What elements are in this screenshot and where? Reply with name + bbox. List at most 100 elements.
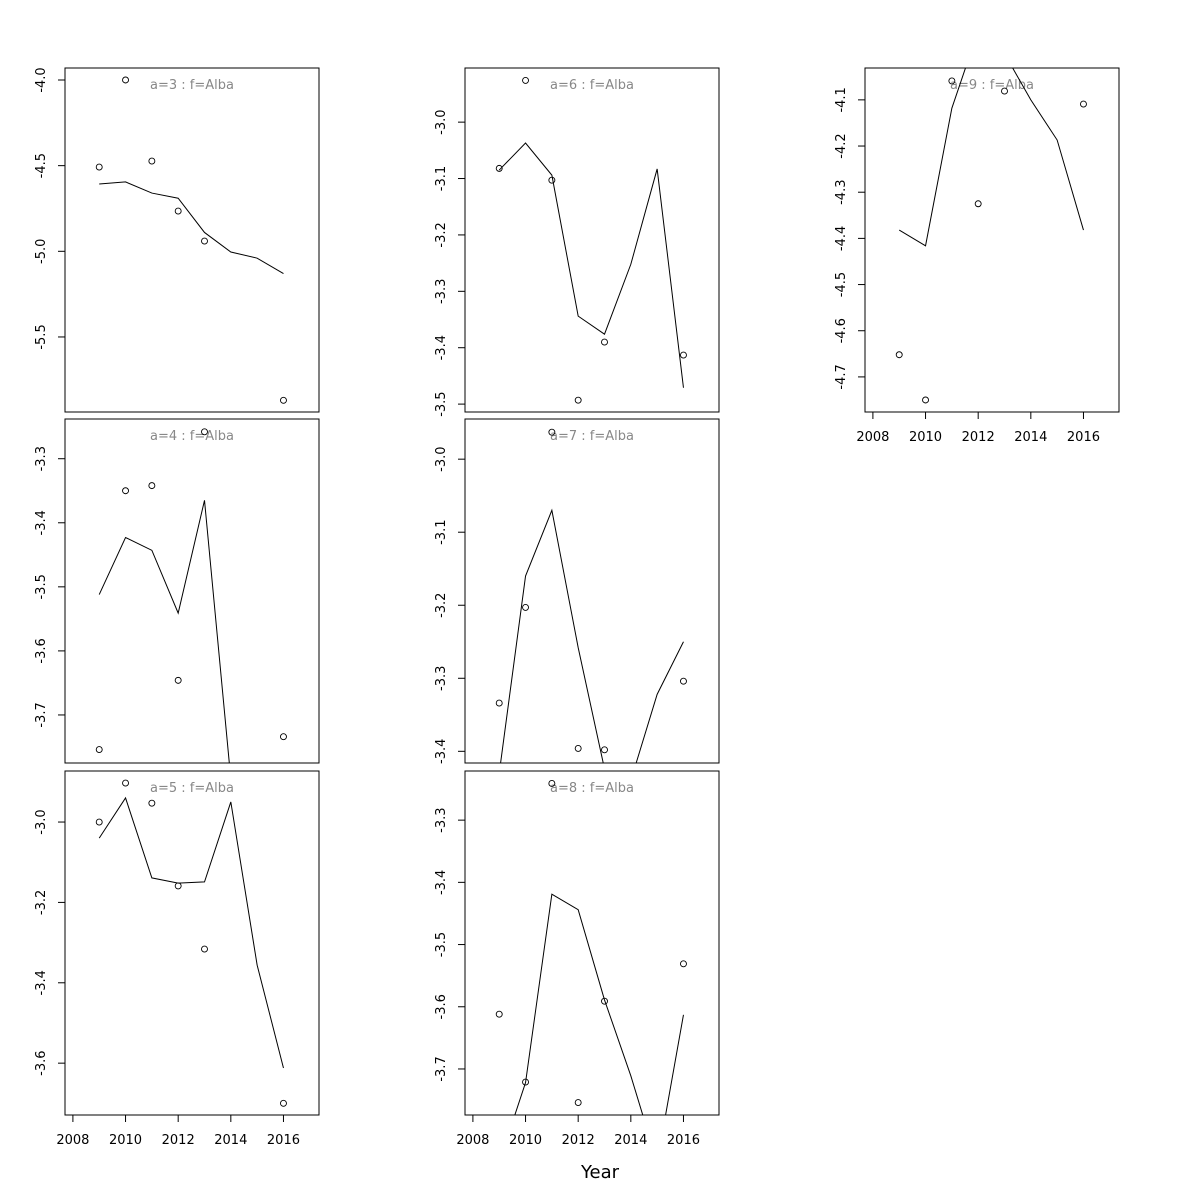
data-point bbox=[522, 1078, 529, 1086]
x-tick-label: 2012 bbox=[562, 1133, 595, 1148]
fitted-line bbox=[898, 68, 1084, 247]
data-point bbox=[495, 1010, 503, 1018]
y-tick-label: -4.5 bbox=[834, 272, 849, 297]
data-point bbox=[122, 487, 129, 495]
plot-area bbox=[95, 428, 287, 763]
data-point bbox=[522, 603, 529, 611]
x-tick-label: 2012 bbox=[962, 430, 995, 445]
panel-label: a=4 : f=Alba bbox=[150, 429, 234, 444]
data-point bbox=[174, 676, 182, 684]
y-tick-label: -3.5 bbox=[434, 932, 449, 957]
y-tick-label: -4.1 bbox=[834, 87, 849, 112]
x-tick-label: 2014 bbox=[614, 1133, 647, 1148]
data-point bbox=[548, 176, 556, 184]
data-point bbox=[280, 1099, 287, 1107]
x-tick-label: 2010 bbox=[509, 1133, 542, 1148]
data-point bbox=[680, 677, 687, 685]
y-tick-label: -4.4 bbox=[834, 226, 849, 251]
y-tick-label: -3.2 bbox=[434, 222, 449, 247]
y-tick-label: -3.0 bbox=[434, 109, 449, 134]
data-point bbox=[201, 945, 208, 953]
y-tick-label: -3.7 bbox=[34, 702, 49, 727]
data-point bbox=[601, 997, 608, 1005]
data-point bbox=[280, 396, 287, 404]
data-point bbox=[95, 818, 103, 826]
fitted-line bbox=[498, 142, 684, 388]
y-tick-label: -4.2 bbox=[834, 133, 849, 158]
y-tick-label: -3.4 bbox=[434, 739, 449, 764]
fitted-line bbox=[98, 500, 230, 763]
plot-area bbox=[95, 779, 287, 1107]
panel-label: a=6 : f=Alba bbox=[550, 78, 634, 93]
data-point bbox=[148, 482, 156, 490]
data-point bbox=[548, 779, 556, 787]
data-point bbox=[201, 428, 208, 436]
plot-area bbox=[95, 76, 287, 404]
data-point bbox=[201, 237, 208, 245]
data-point bbox=[895, 351, 903, 359]
y-tick-label: -3.2 bbox=[434, 593, 449, 618]
y-tick-label: -3.4 bbox=[434, 335, 449, 360]
data-point bbox=[680, 960, 687, 968]
y-tick-label: -5.5 bbox=[34, 324, 49, 349]
data-point bbox=[174, 207, 182, 215]
data-point bbox=[680, 351, 687, 359]
panel-label: a=8 : f=Alba bbox=[550, 781, 634, 796]
x-tick-label: 2014 bbox=[1014, 430, 1047, 445]
y-tick-label: -4.5 bbox=[34, 153, 49, 178]
plot-area bbox=[495, 428, 687, 763]
data-point bbox=[122, 76, 129, 84]
data-point bbox=[1080, 100, 1087, 108]
y-tick-label: -4.6 bbox=[834, 318, 849, 343]
data-point bbox=[574, 1099, 582, 1107]
plot-box bbox=[464, 67, 720, 413]
y-tick-label: -3.0 bbox=[34, 809, 49, 834]
panel-label: a=5 : f=Alba bbox=[150, 781, 234, 796]
y-tick-label: -3.4 bbox=[34, 510, 49, 535]
y-tick-label: -3.4 bbox=[34, 970, 49, 995]
data-point bbox=[948, 77, 956, 85]
data-point bbox=[95, 163, 103, 171]
y-tick-label: -3.4 bbox=[434, 870, 449, 895]
plot-box bbox=[464, 770, 720, 1116]
y-tick-label: -5.0 bbox=[34, 239, 49, 264]
y-tick-label: -3.6 bbox=[34, 638, 49, 663]
y-tick-label: -3.5 bbox=[34, 574, 49, 599]
y-tick-label: -3.1 bbox=[434, 166, 449, 191]
data-point bbox=[280, 733, 287, 741]
data-point bbox=[601, 746, 608, 754]
plot-area bbox=[495, 76, 687, 404]
y-tick-label: -3.3 bbox=[34, 446, 49, 471]
data-point bbox=[548, 428, 556, 436]
data-point bbox=[974, 200, 982, 208]
plot-box bbox=[64, 67, 320, 413]
y-tick-label: -4.7 bbox=[834, 364, 849, 389]
x-tick-label: 2014 bbox=[214, 1133, 247, 1148]
data-point bbox=[522, 76, 529, 84]
x-tick-label: 2008 bbox=[56, 1133, 89, 1148]
y-tick-label: -4.0 bbox=[34, 67, 49, 92]
x-tick-label: 2012 bbox=[162, 1133, 195, 1148]
panel-label: a=9 : f=Alba bbox=[950, 78, 1034, 93]
x-tick-label: 2016 bbox=[267, 1133, 300, 1148]
data-point bbox=[174, 882, 182, 890]
data-point bbox=[495, 164, 503, 172]
y-tick-label: -3.2 bbox=[34, 890, 49, 915]
y-tick-label: -3.6 bbox=[34, 1050, 49, 1075]
x-tick-label: 2008 bbox=[456, 1133, 489, 1148]
y-tick-label: -3.3 bbox=[434, 807, 449, 832]
y-tick-label: -4.3 bbox=[834, 180, 849, 205]
panel-label: a=7 : f=Alba bbox=[550, 429, 634, 444]
plot-area bbox=[895, 68, 1087, 404]
fitted-line bbox=[514, 893, 684, 1115]
x-tick-label: 2016 bbox=[667, 1133, 700, 1148]
plot-box bbox=[64, 770, 320, 1116]
plot-box bbox=[864, 67, 1120, 413]
data-point bbox=[574, 396, 582, 404]
data-point bbox=[922, 396, 929, 404]
y-tick-label: -3.1 bbox=[434, 520, 449, 545]
fitted-line bbox=[99, 181, 284, 275]
x-tick-label: 2010 bbox=[109, 1133, 142, 1148]
data-point bbox=[1001, 87, 1008, 95]
